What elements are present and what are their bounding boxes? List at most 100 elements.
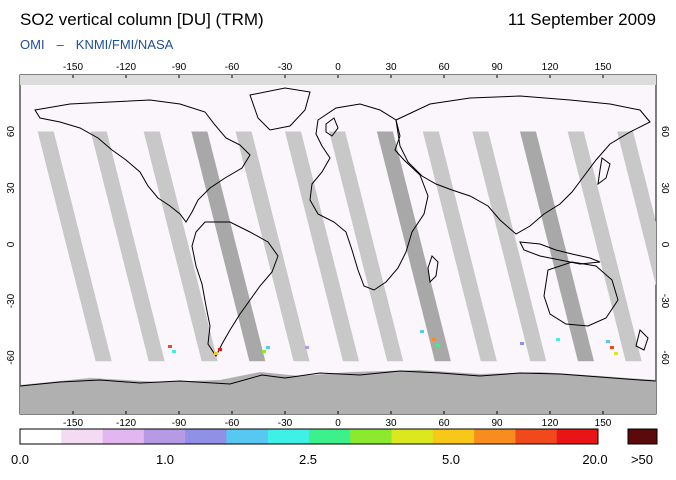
map-date: 11 September 2009 <box>507 10 656 29</box>
greenland-coast <box>249 87 311 131</box>
antarctica-region <box>20 370 656 414</box>
color-scale-segment <box>432 429 475 444</box>
longitude-tick-label: -150 <box>63 62 83 73</box>
color-scale-frame <box>19 428 599 445</box>
color-scale-segment <box>474 429 516 444</box>
no-data-swath <box>143 131 218 362</box>
polar-no-data-band <box>20 75 656 85</box>
longitude-ticks-bottom: -150 -120 -90 -60 -30 0 30 60 90 120 150 <box>63 411 612 429</box>
color-scale-segment <box>20 429 62 444</box>
no-data-swath <box>472 131 547 362</box>
latitude-tick-label: -60 <box>6 350 17 365</box>
color-scale-label: 20.0 <box>582 452 608 467</box>
longitude-tick-label: 90 <box>491 418 503 429</box>
longitude-tick-label: 0 <box>335 418 341 429</box>
latitude-ticks-right: 60 30 0 -30 -60 <box>659 126 670 365</box>
longitude-tick-label: 150 <box>595 418 612 429</box>
longitude-ticks-top: -150 -120 -90 -60 -30 0 30 60 90 120 150 <box>63 62 612 78</box>
so2-hotspot <box>214 352 218 355</box>
credit-institutions: KNMI/FMI/NASA <box>75 37 174 52</box>
longitude-tick-label: 60 <box>438 62 450 73</box>
latitude-tick-label: 0 <box>6 241 17 247</box>
color-scale-segment <box>226 429 269 444</box>
so2-hotspot <box>305 346 309 349</box>
new-zealand-coast <box>635 329 649 351</box>
so2-hotspot <box>266 346 270 349</box>
data-credit: OMI – KNMI/FMI/NASA <box>20 37 173 52</box>
latitude-tick-label: -30 <box>6 293 17 308</box>
coastlines <box>34 87 651 357</box>
no-data-swath <box>329 131 404 362</box>
longitude-tick-label: 90 <box>491 62 503 73</box>
no-data-swath <box>37 131 112 362</box>
so2-hotspot <box>614 352 618 355</box>
japan-coast <box>597 157 611 186</box>
australia-coast <box>543 261 619 327</box>
longitude-tick-label: -30 <box>278 62 293 73</box>
latitude-ticks-left: 60 30 0 -30 -60 <box>6 126 17 365</box>
europe-africa-coast <box>309 103 429 291</box>
asia-coast <box>395 95 651 235</box>
so2-hotspot <box>168 345 172 348</box>
longitude-tick-label: 120 <box>542 418 559 429</box>
no-data-swath <box>519 131 594 362</box>
map-content <box>20 75 656 414</box>
longitude-tick-label: -120 <box>116 62 136 73</box>
so2-hotspot <box>420 330 424 333</box>
latitude-tick-label: 30 <box>659 182 670 194</box>
uk-coast <box>325 117 339 137</box>
so2-hotspot <box>606 340 610 343</box>
no-data-swath <box>376 131 451 362</box>
color-scale-segment <box>309 429 351 444</box>
no-data-swath <box>567 131 642 362</box>
so2-hotspot <box>610 346 614 349</box>
longitude-tick-label: 0 <box>335 62 341 73</box>
so2-hotspot <box>520 342 524 345</box>
indonesia-coast <box>519 241 601 265</box>
overflow-label: >50 <box>630 452 654 467</box>
longitude-tick-label: 150 <box>595 62 612 73</box>
longitude-tick-label: 30 <box>385 418 397 429</box>
so2-hotspot <box>218 348 222 351</box>
color-scale-segment <box>350 429 393 444</box>
so2-hotspot <box>172 350 176 353</box>
color-scale-segment <box>267 429 310 444</box>
north-america-coast <box>34 99 251 223</box>
longitude-tick-label: -120 <box>116 418 136 429</box>
no-data-swath <box>235 131 310 362</box>
longitude-tick-label: -90 <box>172 62 187 73</box>
color-scale-segment <box>515 429 558 444</box>
longitude-tick-label: -60 <box>225 418 240 429</box>
color-scale-label: 0.0 <box>10 452 30 467</box>
color-scale-segment <box>391 429 434 444</box>
longitude-tick-label: 120 <box>542 62 559 73</box>
credit-instrument: OMI <box>20 37 45 52</box>
longitude-tick-label: 60 <box>438 418 450 429</box>
so2-hotspot <box>556 338 560 341</box>
map-title: SO2 vertical column [DU] (TRM) <box>20 10 264 29</box>
south-america-coast <box>191 221 279 357</box>
latitude-tick-label: 0 <box>659 242 670 248</box>
madagascar-coast <box>427 255 439 284</box>
latitude-tick-label: 60 <box>659 126 670 138</box>
latitude-tick-label: 60 <box>6 126 17 138</box>
latitude-tick-label: -30 <box>659 294 670 309</box>
color-scale-label: 5.0 <box>441 452 461 467</box>
color-scale-segment <box>143 429 186 444</box>
overflow-color-box <box>627 428 658 445</box>
so2-hotspot <box>432 338 436 341</box>
color-scale-segment <box>102 429 145 444</box>
antarctica-coast <box>20 370 656 387</box>
latitude-tick-label: -60 <box>659 350 670 365</box>
longitude-tick-label: -60 <box>225 62 240 73</box>
latitude-tick-label: 30 <box>6 182 17 194</box>
so2-hotspot <box>262 350 266 353</box>
no-data-swaths <box>37 131 656 362</box>
no-data-swath <box>90 131 165 362</box>
so2-hotspot <box>436 344 440 347</box>
longitude-tick-label: -150 <box>63 418 83 429</box>
longitude-tick-label: 30 <box>385 62 397 73</box>
no-data-swath <box>285 131 359 362</box>
no-data-swath <box>422 131 497 362</box>
no-data-swath <box>617 131 656 286</box>
